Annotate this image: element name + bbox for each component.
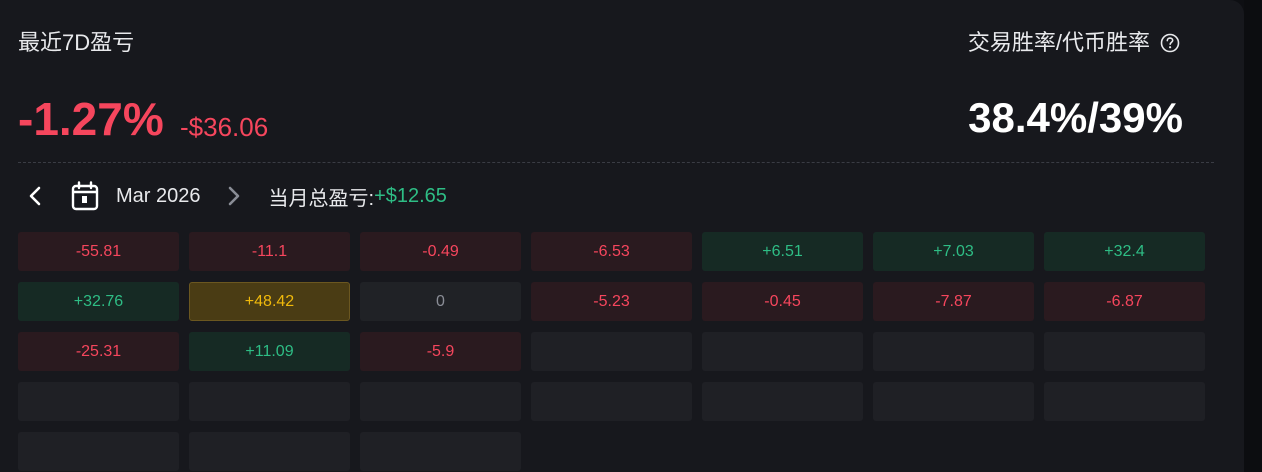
calendar-day-cell[interactable]: +6.51 xyxy=(702,232,863,271)
question-circle-icon[interactable] xyxy=(1160,33,1180,53)
calendar-day-empty xyxy=(1044,382,1205,421)
calendar-day-empty xyxy=(18,432,179,471)
pnl-percent: -1.27% xyxy=(18,93,164,145)
scrollbar-track xyxy=(1244,0,1262,472)
calendar-day-cell[interactable]: +48.42 xyxy=(189,282,350,321)
panel-title: 最近7D盈亏 xyxy=(18,30,135,55)
winrate-value: 38.4%/39% xyxy=(968,94,1183,141)
calendar-day-cell[interactable]: +32.4 xyxy=(1044,232,1205,271)
calendar-day-cell[interactable]: -0.49 xyxy=(360,232,521,271)
calendar-day-cell[interactable]: -5.9 xyxy=(360,332,521,371)
calendar-day-cell[interactable]: 0 xyxy=(360,282,521,321)
calendar-day-empty xyxy=(702,332,863,371)
calendar-day-cell[interactable]: -55.81 xyxy=(18,232,179,271)
calendar-day-cell[interactable]: -5.23 xyxy=(531,282,692,321)
calendar-day-empty xyxy=(873,382,1034,421)
calendar-day-empty xyxy=(531,382,692,421)
calendar-day-cell[interactable]: -6.87 xyxy=(1044,282,1205,321)
calendar-day-cell[interactable]: -0.45 xyxy=(702,282,863,321)
calendar-day-cell[interactable]: -11.1 xyxy=(189,232,350,271)
calendar-day-empty xyxy=(1044,332,1205,371)
month-total-value: +$12.65 xyxy=(374,184,447,207)
next-month-button[interactable] xyxy=(215,178,251,214)
calendar-day-cell[interactable]: +32.76 xyxy=(18,282,179,321)
chevron-left-icon xyxy=(29,186,41,206)
calendar-day-cell[interactable]: -25.31 xyxy=(18,332,179,371)
calendar-day-cell[interactable]: +11.09 xyxy=(189,332,350,371)
winrate-title-label: 交易胜率/代币胜率 xyxy=(967,30,1150,55)
calendar-day-cell[interactable]: -7.87 xyxy=(873,282,1034,321)
calendar-day-empty xyxy=(873,332,1034,371)
calendar-day-empty xyxy=(18,382,179,421)
calendar-day-empty xyxy=(702,382,863,421)
month-selector: Mar 2026 当月总盈亏: +$12.65 xyxy=(18,178,447,214)
prev-month-button[interactable] xyxy=(18,178,54,214)
pnl-usd: -$36.06 xyxy=(180,112,269,142)
pnl-calendar-grid: -55.81 -11.1 -0.49 -6.53 +6.51 +7.03 +32.4 +32.… xyxy=(18,232,1205,471)
calendar-day-empty xyxy=(360,382,521,421)
calendar-day-empty xyxy=(189,432,350,471)
calendar-day-empty xyxy=(531,332,692,371)
chevron-right-icon xyxy=(228,186,239,206)
month-total-label: 当月总盈亏: xyxy=(268,187,375,210)
calendar-day-empty xyxy=(189,382,350,421)
calendar-day-empty xyxy=(360,432,521,471)
calendar-day-cell[interactable]: -6.53 xyxy=(531,232,692,271)
dashed-divider xyxy=(18,162,1214,163)
calendar-day-cell[interactable]: +7.03 xyxy=(873,232,1034,271)
winrate-title: 交易胜率/代币胜率 xyxy=(968,30,1180,56)
calendar-icon[interactable] xyxy=(70,180,100,212)
month-label: Mar 2026 xyxy=(116,184,201,207)
